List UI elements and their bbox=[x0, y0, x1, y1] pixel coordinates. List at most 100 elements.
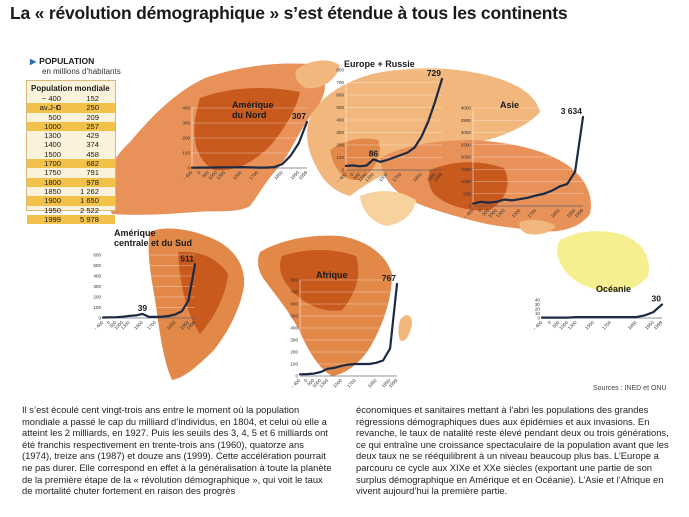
region-title: Amérique centrale et du Sud bbox=[114, 228, 192, 248]
x-tick-label: 1850 bbox=[550, 208, 561, 219]
article-column-2: économiques et sanitaires mettant à l’ab… bbox=[356, 404, 669, 497]
table-value: 978 bbox=[86, 177, 99, 187]
y-tick-label: 500 bbox=[290, 314, 298, 319]
x-tick-label: 1850 bbox=[627, 320, 638, 331]
x-tick-label: 1000 bbox=[311, 378, 322, 389]
madagascar bbox=[398, 315, 412, 342]
x-tick-label: 1300 bbox=[120, 320, 131, 331]
table-value: 152 bbox=[86, 94, 99, 103]
table-row: 1900 1 650 bbox=[27, 196, 115, 206]
x-tick-label: 1950 bbox=[566, 208, 577, 219]
y-tick-label: 100 bbox=[182, 151, 190, 156]
y-tick-label: 200 bbox=[336, 143, 344, 148]
x-tick-label: 0 bbox=[303, 378, 309, 384]
region-title-line: Amérique bbox=[232, 100, 274, 110]
y-tick-label: 3500 bbox=[461, 118, 472, 123]
legend-title: ▶ POPULATION bbox=[30, 56, 121, 66]
y-tick-label: 0 bbox=[187, 166, 190, 171]
x-tick-label: 0 bbox=[477, 208, 483, 214]
x-tick-label: 0 bbox=[196, 170, 202, 176]
table-year: 1000 bbox=[44, 121, 61, 131]
x-tick-label: 1850 bbox=[166, 320, 177, 331]
triangle-icon: ▶ bbox=[30, 57, 37, 66]
legend-unit: en millions d’habitants bbox=[42, 67, 121, 76]
table-row: − 400 av.J-C 152 bbox=[27, 94, 115, 112]
y-tick-label: 400 bbox=[93, 274, 101, 279]
population-curve bbox=[190, 120, 309, 169]
x-tick-label: 1500 bbox=[378, 172, 389, 183]
table-year: 1400 bbox=[44, 140, 61, 150]
y-tick-label: 500 bbox=[93, 263, 101, 268]
table-row: 1950 2 522 bbox=[27, 206, 115, 215]
x-tick-label: 500 bbox=[481, 208, 490, 217]
x-tick-label: 1999 bbox=[186, 320, 197, 331]
region-title: Europe + Russie bbox=[344, 59, 415, 69]
table-row: 0 250 bbox=[27, 103, 115, 113]
table-value: 250 bbox=[86, 103, 99, 113]
y-tick-label: 100 bbox=[290, 362, 298, 367]
x-tick-label: − 400 bbox=[290, 378, 302, 390]
y-tick-label: 400 bbox=[336, 118, 344, 123]
y-tick-label: 400 bbox=[182, 106, 190, 111]
x-tick-label: 1850 bbox=[273, 170, 284, 181]
page-title: La « révolution démographique » s’est ét… bbox=[10, 3, 568, 23]
table-year: 1999 bbox=[44, 214, 61, 224]
x-tick-label: 1000 bbox=[357, 172, 368, 183]
x-tick-label: 1000 bbox=[487, 208, 498, 219]
x-tick-label: 500 bbox=[109, 320, 118, 329]
x-tick-label: 1000 bbox=[558, 320, 569, 331]
x-tick-label: 1500 bbox=[232, 170, 243, 181]
y-tick-label: 40 bbox=[535, 298, 541, 303]
x-tick-label: 1700 bbox=[391, 172, 402, 183]
y-tick-label: 10 bbox=[535, 311, 541, 316]
oceania-landmass bbox=[557, 231, 650, 292]
end-value-label: 30 bbox=[652, 294, 662, 304]
x-tick-label: 1300 bbox=[567, 320, 578, 331]
x-tick-label: 1300 bbox=[364, 172, 375, 183]
region-title-line: Afrique bbox=[316, 270, 348, 280]
table-year: 500 bbox=[48, 112, 61, 122]
x-tick-label: 1999 bbox=[574, 208, 585, 219]
x-tick-label: 1850 bbox=[367, 378, 378, 389]
x-tick-label: 1950 bbox=[426, 172, 437, 183]
region-title-line: centrale et du Sud bbox=[114, 238, 192, 248]
south-east-asia-islands bbox=[519, 219, 556, 235]
population-curve bbox=[471, 115, 585, 205]
x-tick-label: 1000 bbox=[207, 170, 218, 181]
table-row: 1300 429 bbox=[27, 131, 115, 140]
y-tick-label: 200 bbox=[290, 350, 298, 355]
x-tick-label: 1700 bbox=[601, 320, 612, 331]
y-tick-label: 2500 bbox=[461, 142, 472, 147]
x-tick-label: 1700 bbox=[146, 320, 157, 331]
article-body: Il s’est écoulé cent vingt-trois ans ent… bbox=[22, 404, 672, 509]
table-rows: − 400 av.J-C 152 0 250 500 209 1000 257 1300 429 1… bbox=[27, 94, 115, 225]
x-tick-label: 1500 bbox=[133, 320, 144, 331]
table-year: 1800 bbox=[44, 177, 61, 187]
table-row: 1400 374 bbox=[27, 140, 115, 149]
table-row: 1750 791 bbox=[27, 168, 115, 177]
x-tick-label: 500 bbox=[201, 170, 210, 179]
x-tick-label: 500 bbox=[552, 320, 561, 329]
region-title: Asie bbox=[500, 100, 519, 110]
x-tick-label: 1950 bbox=[381, 378, 392, 389]
y-tick-label: 4000 bbox=[461, 106, 472, 111]
table-row: 1500 458 bbox=[27, 150, 115, 159]
table-row: 1700 682 bbox=[27, 159, 115, 169]
x-tick-label: 1950 bbox=[289, 170, 300, 181]
table-value: 5 978 bbox=[79, 214, 99, 224]
y-tick-label: 30 bbox=[535, 302, 541, 307]
region-title: Amérique du Nord bbox=[232, 100, 274, 120]
y-tick-label: 100 bbox=[93, 305, 101, 310]
end-value-label: 767 bbox=[382, 273, 396, 283]
greenland bbox=[295, 60, 340, 89]
x-tick-label: 1950 bbox=[644, 320, 655, 331]
region-title: Océanie bbox=[596, 284, 631, 294]
y-tick-label: 500 bbox=[336, 105, 344, 110]
table-year: 1900 bbox=[44, 196, 61, 206]
region-title-line: Océanie bbox=[596, 284, 631, 294]
table-row: 500 209 bbox=[27, 113, 115, 122]
x-tick-label: 1850 bbox=[412, 172, 423, 183]
x-tick-label: 1999 bbox=[653, 320, 664, 331]
